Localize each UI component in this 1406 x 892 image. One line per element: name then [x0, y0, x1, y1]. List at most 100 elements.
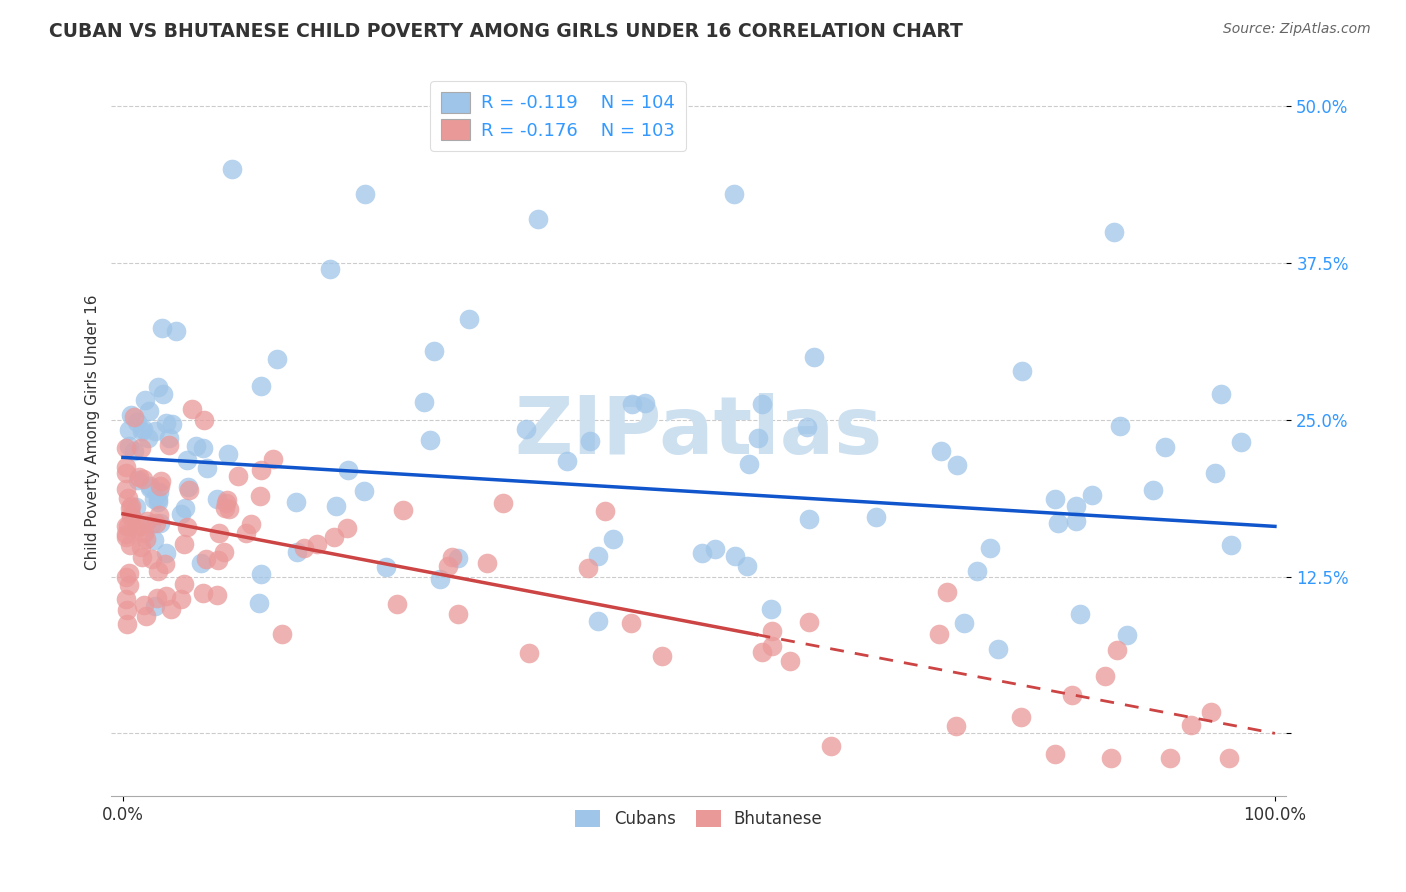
- Point: [323, 530, 346, 544]
- Point: [173, 537, 195, 551]
- Text: Source: ZipAtlas.com: Source: ZipAtlas.com: [1223, 22, 1371, 37]
- Point: [129, 518, 152, 533]
- Point: [118, 578, 141, 592]
- Point: [142, 533, 165, 548]
- Point: [135, 532, 157, 546]
- Point: [205, 588, 228, 602]
- Point: [117, 603, 139, 617]
- Point: [979, 541, 1001, 555]
- Point: [115, 527, 138, 541]
- Point: [1099, 751, 1122, 765]
- Point: [271, 627, 294, 641]
- Point: [797, 615, 820, 630]
- Point: [1115, 627, 1137, 641]
- Point: [117, 519, 139, 533]
- Point: [593, 503, 616, 517]
- Point: [526, 212, 548, 227]
- Point: [250, 567, 273, 582]
- Point: [134, 599, 156, 613]
- Point: [779, 654, 801, 668]
- Point: [865, 510, 887, 524]
- Point: [153, 558, 176, 572]
- Point: [292, 541, 315, 555]
- Point: [215, 496, 238, 510]
- Point: [139, 482, 162, 496]
- Point: [155, 590, 177, 604]
- Point: [226, 469, 249, 483]
- Point: [157, 438, 180, 452]
- Point: [132, 472, 155, 486]
- Point: [125, 500, 148, 514]
- Point: [761, 639, 783, 653]
- Point: [125, 521, 148, 535]
- Text: CUBAN VS BHUTANESE CHILD POVERTY AMONG GIRLS UNDER 16 CORRELATION CHART: CUBAN VS BHUTANESE CHILD POVERTY AMONG G…: [49, 22, 963, 41]
- Point: [118, 538, 141, 552]
- Point: [1064, 499, 1087, 513]
- Legend: Cubans, Bhutanese: Cubans, Bhutanese: [568, 804, 830, 835]
- Point: [155, 416, 177, 430]
- Point: [127, 473, 149, 487]
- Point: [1229, 435, 1251, 450]
- Point: [148, 508, 170, 522]
- Point: [928, 627, 950, 641]
- Point: [953, 616, 976, 631]
- Point: [1062, 688, 1084, 702]
- Point: [620, 615, 643, 630]
- Point: [124, 444, 146, 458]
- Point: [125, 415, 148, 429]
- Point: [1011, 364, 1033, 378]
- Point: [987, 642, 1010, 657]
- Point: [207, 553, 229, 567]
- Point: [115, 441, 138, 455]
- Point: [218, 502, 240, 516]
- Point: [115, 518, 138, 533]
- Point: [820, 739, 842, 754]
- Point: [181, 402, 204, 417]
- Point: [131, 549, 153, 564]
- Point: [751, 397, 773, 411]
- Point: [945, 719, 967, 733]
- Point: [392, 503, 415, 517]
- Point: [128, 470, 150, 484]
- Point: [1043, 491, 1066, 506]
- Point: [945, 458, 967, 472]
- Y-axis label: Child Poverty Among Girls Under 16: Child Poverty Among Girls Under 16: [86, 294, 100, 570]
- Point: [1211, 387, 1233, 401]
- Point: [120, 500, 142, 515]
- Point: [1046, 516, 1069, 531]
- Point: [120, 499, 142, 513]
- Point: [138, 479, 160, 493]
- Point: [447, 551, 470, 566]
- Point: [165, 324, 187, 338]
- Point: [115, 530, 138, 544]
- Point: [120, 409, 142, 423]
- Point: [115, 570, 138, 584]
- Point: [170, 508, 193, 522]
- Point: [122, 410, 145, 425]
- Point: [177, 480, 200, 494]
- Point: [146, 380, 169, 394]
- Point: [447, 607, 470, 622]
- Point: [336, 521, 359, 535]
- Point: [221, 161, 243, 176]
- Point: [120, 510, 142, 524]
- Point: [120, 508, 142, 522]
- Point: [143, 599, 166, 614]
- Point: [131, 422, 153, 436]
- Point: [375, 559, 398, 574]
- Point: [148, 484, 170, 499]
- Point: [703, 542, 725, 557]
- Point: [1108, 419, 1130, 434]
- Point: [191, 442, 214, 456]
- Point: [262, 451, 284, 466]
- Point: [115, 459, 138, 474]
- Point: [1180, 717, 1202, 731]
- Point: [129, 541, 152, 555]
- Point: [1010, 709, 1032, 723]
- Point: [146, 495, 169, 509]
- Point: [132, 526, 155, 541]
- Point: [135, 515, 157, 529]
- Point: [118, 423, 141, 437]
- Point: [115, 591, 138, 606]
- Point: [419, 433, 441, 447]
